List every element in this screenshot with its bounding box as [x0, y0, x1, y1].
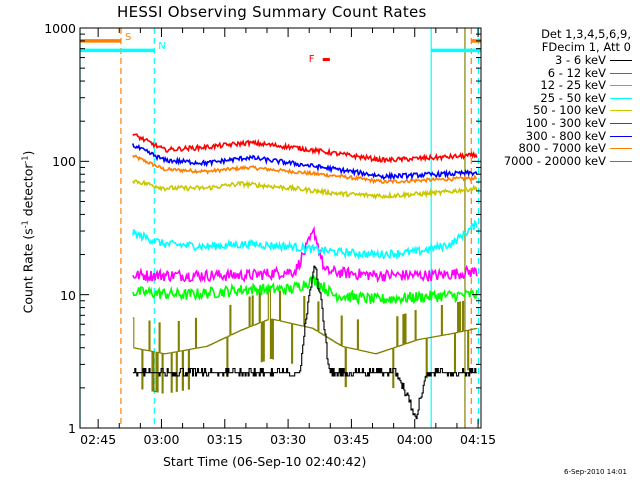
y-axis-label: Count Rate (s-1 detector-1): [20, 151, 35, 314]
chart-title: HESSI Observing Summary Count Rates: [117, 3, 427, 21]
flag-label: S: [124, 31, 132, 43]
legend-label: 25 - 50 keV: [540, 90, 606, 105]
legend-swatch: [610, 148, 632, 150]
legend-entry: 3 - 6 keV: [470, 54, 636, 67]
x-tick-label: 03:15: [206, 432, 243, 447]
flag-label: F: [308, 53, 315, 65]
legend-label: 800 - 7000 keV: [518, 141, 606, 156]
legend-swatch: [610, 110, 632, 112]
legend-rows: 3 - 6 keV 6 - 12 keV 12 - 25 keV 25 - 50 ke…: [470, 54, 636, 167]
series-line-300-800-kev: [132, 143, 478, 182]
legend-label: 300 - 800 keV: [525, 128, 606, 143]
legend-entry: 7000 - 20000 keV: [470, 155, 636, 168]
legend-header-line: Det 1,3,4,5,6,9,: [541, 27, 631, 41]
legend-label: 6 - 12 keV: [547, 65, 606, 80]
legend-entry: 12 - 25 keV: [470, 79, 636, 92]
x-tick-label: 02:45: [80, 432, 117, 447]
y-tick-label: 1000: [44, 21, 76, 36]
x-tick-label: 04:00: [396, 432, 433, 447]
y-label-part: detector: [20, 163, 36, 221]
legend-entry: 800 - 7000 keV: [470, 142, 636, 155]
y-label-exponent: -1: [20, 220, 30, 229]
legend-entry: 25 - 50 keV: [470, 92, 636, 105]
plot-frame: [79, 27, 482, 429]
y-label-part: Count Rate (s: [20, 228, 36, 314]
legend-entry: 300 - 800 keV: [470, 128, 636, 143]
legend: Det 1,3,4,5,6,9, FDecim 1, Att 0 3 - 6 k…: [470, 28, 636, 167]
series-line-6-12-kev: [132, 225, 478, 284]
legend-header-line: FDecim 1, Att 0: [541, 40, 631, 54]
x-tick-label: 03:30: [270, 432, 307, 447]
legend-entry: 50 - 100 keV: [470, 104, 636, 117]
y-label-exponent: -1: [20, 155, 30, 164]
series-line-800-7000-kev: [132, 154, 477, 185]
legend-swatch: [610, 72, 632, 74]
flag-label: N: [158, 41, 166, 53]
x-tick-label: 03:45: [333, 432, 370, 447]
timestamp: 6-Sep-2010 14:01: [564, 468, 627, 476]
y-label-part: ): [20, 150, 36, 156]
legend-swatch: [610, 135, 632, 137]
y-tick-label: 1: [68, 421, 76, 436]
legend-label: 3 - 6 keV: [555, 53, 606, 67]
legend-swatch: [610, 160, 632, 162]
legend-label: 7000 - 20000 keV: [503, 153, 606, 168]
legend-swatch: [610, 60, 632, 61]
legend-entry: 6 - 12 keV: [470, 65, 636, 80]
y-tick-label: 10: [60, 287, 76, 303]
legend-label: 50 - 100 keV: [533, 103, 606, 118]
x-tick-label: 03:00: [143, 432, 180, 447]
series-line-50-100-kev: [132, 179, 478, 201]
legend-label: 100 - 300 keV: [525, 115, 606, 130]
series-line-12-25-kev: [132, 273, 478, 306]
legend-swatch: [610, 122, 632, 124]
legend-swatch: [610, 85, 632, 87]
x-axis-label: Start Time (06-Sep-10 02:40:42): [163, 454, 367, 469]
x-tick-label: 04:15: [460, 432, 497, 447]
series-line-25-50-kev: [132, 219, 478, 261]
legend-swatch: [610, 97, 632, 99]
series-line-100-300-kev: [132, 133, 478, 164]
y-tick-label: 100: [52, 154, 76, 170]
series-line-3-6-kev: [132, 265, 477, 420]
legend-label: 12 - 25 keV: [540, 78, 606, 93]
legend-entry: 100 - 300 keV: [470, 117, 636, 130]
